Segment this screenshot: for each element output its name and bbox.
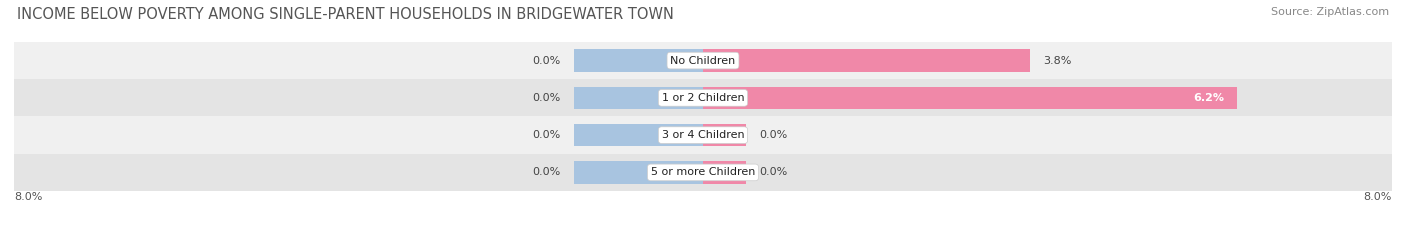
Text: Source: ZipAtlas.com: Source: ZipAtlas.com [1271, 7, 1389, 17]
Bar [574, 124, 703, 146]
Text: 3 or 4 Children: 3 or 4 Children [662, 130, 744, 140]
Bar [14, 42, 1392, 79]
Bar [574, 161, 703, 184]
Text: 6.2%: 6.2% [1194, 93, 1225, 103]
Text: 8.0%: 8.0% [1364, 192, 1392, 202]
Text: 0.0%: 0.0% [533, 168, 561, 177]
Bar [574, 49, 703, 72]
Bar [14, 116, 1392, 154]
Text: No Children: No Children [671, 56, 735, 65]
Text: 0.0%: 0.0% [759, 130, 787, 140]
Bar [703, 49, 1031, 72]
Bar [14, 154, 1392, 191]
Text: 0.0%: 0.0% [533, 93, 561, 103]
Bar [574, 87, 703, 109]
Bar [703, 87, 1237, 109]
Text: 8.0%: 8.0% [14, 192, 42, 202]
Text: 0.0%: 0.0% [533, 56, 561, 65]
Text: 1 or 2 Children: 1 or 2 Children [662, 93, 744, 103]
Text: 0.0%: 0.0% [759, 168, 787, 177]
Bar [14, 79, 1392, 116]
Text: 5 or more Children: 5 or more Children [651, 168, 755, 177]
Text: INCOME BELOW POVERTY AMONG SINGLE-PARENT HOUSEHOLDS IN BRIDGEWATER TOWN: INCOME BELOW POVERTY AMONG SINGLE-PARENT… [17, 7, 673, 22]
Text: 3.8%: 3.8% [1043, 56, 1071, 65]
Text: 0.0%: 0.0% [533, 130, 561, 140]
Bar [703, 124, 747, 146]
Bar [703, 161, 747, 184]
